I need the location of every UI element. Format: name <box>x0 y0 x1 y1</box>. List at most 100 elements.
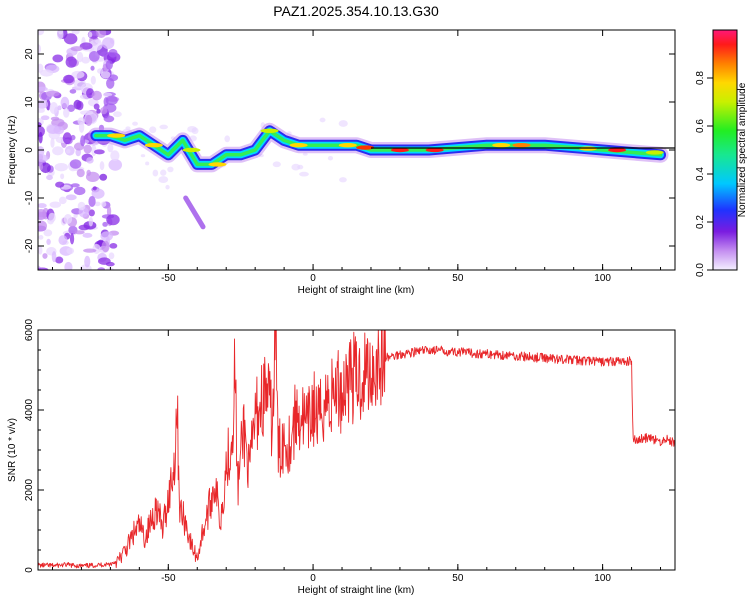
colorbar-tick-label: 0.6 <box>695 119 706 133</box>
noise-blob <box>224 135 231 143</box>
ridge-hotspot <box>144 143 163 148</box>
noise-blob <box>327 156 334 161</box>
noise-blob <box>77 201 86 211</box>
noise-blob <box>38 220 47 232</box>
noise-blob <box>38 208 47 220</box>
noise-blob <box>79 110 94 116</box>
secondary-branch <box>183 195 206 230</box>
noise-blob <box>55 181 65 188</box>
noise-blob <box>88 31 93 38</box>
noise-blob <box>106 214 120 226</box>
spectrogram-panel: -50 0 50 100 -20 -10 0 10 20 Height of straight… <box>7 29 676 296</box>
noise-blob <box>85 114 93 127</box>
x-tick-label: 100 <box>594 573 611 584</box>
noise-blob <box>76 100 84 111</box>
noise-blob <box>38 146 45 157</box>
noise-blob <box>88 217 94 227</box>
noise-blob <box>83 144 92 154</box>
noise-blob <box>96 30 107 38</box>
noise-blob <box>86 157 94 164</box>
bottom-x-axis: -50 0 50 100 <box>51 330 662 584</box>
ridge-hotspot <box>608 147 627 153</box>
noise-blob <box>38 30 45 36</box>
noise-blob <box>106 205 112 217</box>
noise-blob <box>97 68 104 74</box>
noise-blob <box>319 117 326 123</box>
noise-blob <box>109 243 118 249</box>
noise-blob <box>102 37 115 50</box>
ridge-hotspot <box>390 147 409 153</box>
noise-blob <box>74 230 85 235</box>
noise-blob <box>67 104 76 112</box>
noise-blob <box>49 102 59 114</box>
noise-blob <box>291 163 301 171</box>
noise-blob <box>107 143 114 153</box>
noise-blob <box>52 146 64 156</box>
noise-blob <box>70 46 84 52</box>
noise-blob <box>88 51 100 62</box>
noise-blob <box>38 203 47 209</box>
noise-blob <box>145 161 150 166</box>
noise-blob <box>102 221 108 227</box>
noise-blob <box>101 201 107 208</box>
noise-blob <box>60 96 70 109</box>
noise-blob <box>50 116 60 121</box>
noise-blob <box>43 229 53 237</box>
noise-blob <box>62 132 72 145</box>
noise-blob <box>78 224 90 231</box>
y-tick-label: -10 <box>24 190 35 205</box>
colorbar-tick-label: 0.4 <box>695 167 706 181</box>
colorbar-tick-label: 0.2 <box>695 215 706 229</box>
noise-blob <box>63 74 75 84</box>
noise-blob <box>63 108 70 118</box>
noise-blob <box>92 186 97 191</box>
noise-blob <box>125 126 131 131</box>
noise-blob <box>159 124 168 130</box>
noise-blob <box>90 65 95 71</box>
ridge-hotspot <box>182 147 201 153</box>
noise-blob <box>69 233 75 245</box>
noise-blob <box>88 196 96 207</box>
top-y-axis-label: Frequency (Hz) <box>7 116 18 185</box>
y-tick-label: 0 <box>24 147 35 153</box>
colorbar-ticks: 0.0 0.2 0.4 0.6 0.8 <box>695 71 713 277</box>
noise-blob <box>40 69 54 77</box>
noise-blob <box>100 70 111 79</box>
noise-blob <box>45 90 60 97</box>
noise-blob <box>108 252 115 260</box>
noise-blob <box>55 256 64 264</box>
y-tick-label: 6000 <box>24 318 35 341</box>
colorbar: 0.0 0.2 0.4 0.6 0.8 Normalized spectral ampl… <box>695 29 748 277</box>
noise-blob <box>69 159 82 169</box>
noise-blob <box>84 255 91 268</box>
noise-blob <box>94 201 101 207</box>
noise-blob <box>48 212 56 223</box>
top-x-axis-label: Height of straight line (km) <box>298 285 415 296</box>
noise-blob <box>63 33 78 45</box>
ridge-hotspot <box>425 147 444 153</box>
noise-blob <box>90 75 96 85</box>
ridge-hotspot <box>338 143 357 148</box>
noise-blob <box>165 184 170 190</box>
noise-blob <box>92 243 101 254</box>
bottom-y-axis: 0 2000 4000 6000 <box>24 318 675 573</box>
noise-blob <box>76 51 84 63</box>
noise-blob <box>78 121 85 133</box>
y-tick-label: 2000 <box>24 478 35 501</box>
colorbar-tick-label: 0.0 <box>695 263 706 277</box>
noise-blob <box>108 158 123 171</box>
noise-blob <box>38 86 48 92</box>
noise-blob <box>140 154 146 158</box>
ridge-hotspot <box>107 133 126 138</box>
noise-blob <box>66 247 75 255</box>
x-tick-label: 50 <box>452 273 464 284</box>
noise-blob <box>46 174 53 181</box>
noise-blob <box>160 169 167 176</box>
noise-blob <box>70 183 80 188</box>
noise-blob <box>152 169 159 177</box>
noise-blob <box>57 105 62 111</box>
noise-blob <box>49 201 62 208</box>
ridge-hotspot <box>492 143 511 148</box>
noise-blob <box>79 42 93 50</box>
